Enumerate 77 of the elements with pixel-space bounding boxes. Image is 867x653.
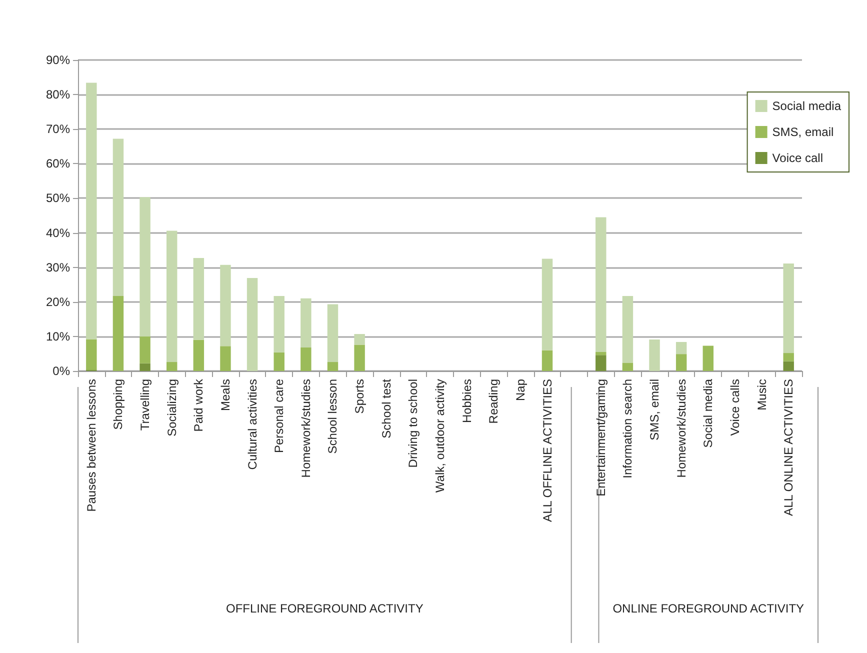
x-tick-label: Sports: [352, 379, 367, 414]
bar: [783, 353, 794, 362]
bar: [649, 340, 660, 371]
x-tick-label: Personal care: [272, 378, 286, 454]
x-tick-label: School test: [379, 378, 394, 438]
bar: [354, 344, 365, 371]
bar: [676, 354, 687, 371]
bar: [220, 346, 231, 371]
y-tick-label: 50%: [46, 191, 70, 206]
y-tick-label: 60%: [46, 156, 70, 171]
bar: [783, 264, 794, 354]
y-tick-label: 80%: [46, 88, 70, 102]
bar: [193, 340, 204, 371]
x-tick-label: Driving to school: [406, 379, 420, 468]
x-tick-label: Reading: [486, 379, 501, 424]
x-tick-label: School lesson: [326, 379, 340, 454]
y-tick-label: 40%: [46, 226, 70, 240]
y-tick-label: 30%: [46, 260, 70, 274]
bar: [86, 82, 97, 340]
x-tick-label: Nap: [513, 378, 528, 402]
x-tick-label: ALL OFFLINE ACTIVITIES: [540, 379, 554, 522]
bar: [220, 264, 231, 346]
x-tick-label: Cultural activities: [245, 379, 260, 470]
bar: [783, 361, 794, 371]
bar: [596, 217, 606, 352]
bar: [354, 334, 365, 345]
legend-label: Voice call: [772, 151, 823, 165]
bar: [140, 336, 150, 364]
bar: [86, 339, 97, 370]
bar: [140, 363, 150, 371]
bar: [596, 355, 606, 371]
x-tick-label: SMS, email: [648, 379, 662, 440]
x-tick-label: Hobbies: [460, 379, 474, 424]
bar: [274, 296, 284, 352]
bar: [140, 197, 150, 336]
x-tick-label: Paid work: [192, 378, 206, 432]
bar: [622, 362, 634, 371]
x-tick-label: Homework/studies: [674, 379, 688, 478]
legend-label: SMS, email: [772, 125, 834, 139]
y-tick-label: 90%: [46, 53, 70, 67]
y-tick-label: 20%: [46, 294, 70, 309]
bar: [542, 258, 553, 350]
bar: [300, 348, 312, 371]
x-tick-label: Pauses between lessons: [84, 379, 98, 512]
x-tick-label: Travelling: [138, 379, 152, 431]
bar: [274, 352, 284, 371]
bar: [327, 304, 338, 362]
x-tick-label: Music: [754, 379, 769, 410]
text: ONLINE FOREGROUND ACTIVITY: [612, 602, 804, 616]
bar: [596, 352, 606, 356]
x-tick-label: Homework/studies: [298, 379, 313, 478]
y-tick-label: 0%: [52, 364, 70, 378]
y-tick-label: 70%: [46, 122, 70, 136]
y-tick-label: 10%: [46, 329, 70, 344]
x-tick-label: Voice calls: [728, 379, 742, 436]
x-tick-label: Information search: [620, 379, 635, 478]
bar: [542, 350, 553, 371]
text: OFFLINE FOREGROUND ACTIVITY: [226, 602, 424, 616]
x-tick-label: Meals: [218, 379, 232, 412]
bar: [246, 278, 258, 371]
bar: [300, 298, 312, 348]
x-tick-label: ALL ONLINE ACTIVITIES: [782, 379, 796, 516]
x-tick-label: Shopping: [111, 379, 126, 430]
bar: [622, 296, 634, 363]
x-tick-label: Walk, outdoor activity: [433, 379, 447, 493]
bar: [193, 258, 204, 340]
bar: [166, 230, 178, 362]
x-tick-label: Socializing: [164, 379, 179, 436]
x-tick-label: Social media: [701, 378, 716, 448]
bar: [676, 342, 687, 354]
bar: [112, 296, 124, 371]
bar: [702, 346, 714, 371]
bar: [166, 362, 178, 371]
bar: [112, 138, 124, 296]
bar: [327, 362, 338, 371]
legend-label: Social media: [772, 99, 842, 113]
x-tick-label: Entertainment/gaming: [594, 379, 608, 496]
